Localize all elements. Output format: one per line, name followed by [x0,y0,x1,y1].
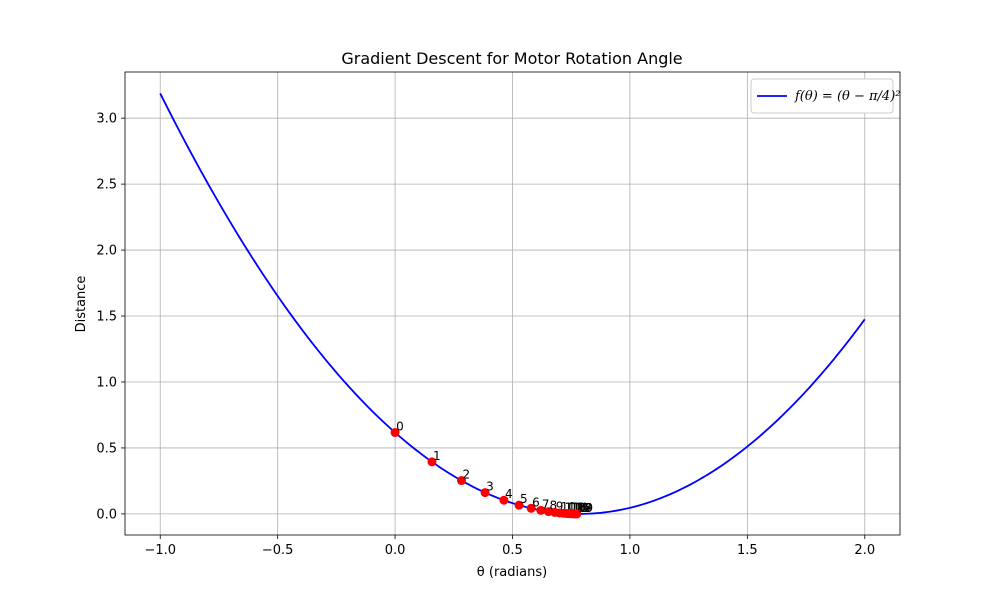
descent-point-label: 1 [433,449,441,463]
descent-point-label: 2 [462,468,470,482]
y-tick-label: 1.5 [96,310,117,325]
x-tick-label: 0.0 [385,543,406,558]
descent-point [514,500,524,510]
x-tick-label: 1.5 [737,543,758,558]
descent-point-label: 19 [578,501,593,515]
y-axis-label: Distance [74,276,89,333]
descent-point-label: 9 [556,499,564,513]
descent-point-label: 6 [532,495,540,509]
y-tick-label: 2.5 [96,178,117,193]
legend-box [750,78,894,114]
descent-point [572,509,582,519]
y-tick-label: 3.0 [96,112,117,127]
descent-point-label: 7 [542,497,550,511]
y-tick-label: 0.5 [96,441,117,456]
legend-label: f(θ) = (θ − π/4)² [794,89,900,104]
descent-point [480,488,490,498]
y-tick-label: 2.0 [96,244,117,259]
descent-point-label: 18 [577,501,592,515]
descent-point [499,495,509,505]
loss-curve [159,93,866,515]
descent-point [526,503,536,513]
descent-point-label: 3 [486,480,494,494]
y-axis-ticks: 0.0 0.5 1.0 1.5 2.0 2.5 3.0 [96,112,125,522]
x-axis-label: θ (radians) [477,565,547,580]
descent-point-label: 8 [550,499,558,513]
grid [125,72,900,535]
descent-point [456,476,466,486]
descent-point-label: 0 [396,420,404,434]
descent-point-label: 4 [505,487,513,501]
x-tick-label: 1.0 [620,543,641,558]
x-axis-ticks: −1.0 −0.5 0.0 0.5 1.0 1.5 2.0 [144,535,875,558]
y-tick-label: 1.0 [96,375,117,390]
descent-point [536,505,546,515]
x-tick-label: 2.0 [854,543,875,558]
x-tick-label: −0.5 [262,543,294,558]
x-tick-label: 0.5 [502,543,523,558]
descent-point [427,457,437,467]
chart-title: Gradient Descent for Motor Rotation Angl… [341,49,682,68]
y-tick-label: 0.0 [96,507,117,522]
curve-layer [159,93,866,515]
x-tick-label: −1.0 [144,543,176,558]
descent-point-label: 5 [520,492,528,506]
legend: f(θ) = (θ − π/4)² [750,78,900,114]
descent-point [390,428,400,438]
